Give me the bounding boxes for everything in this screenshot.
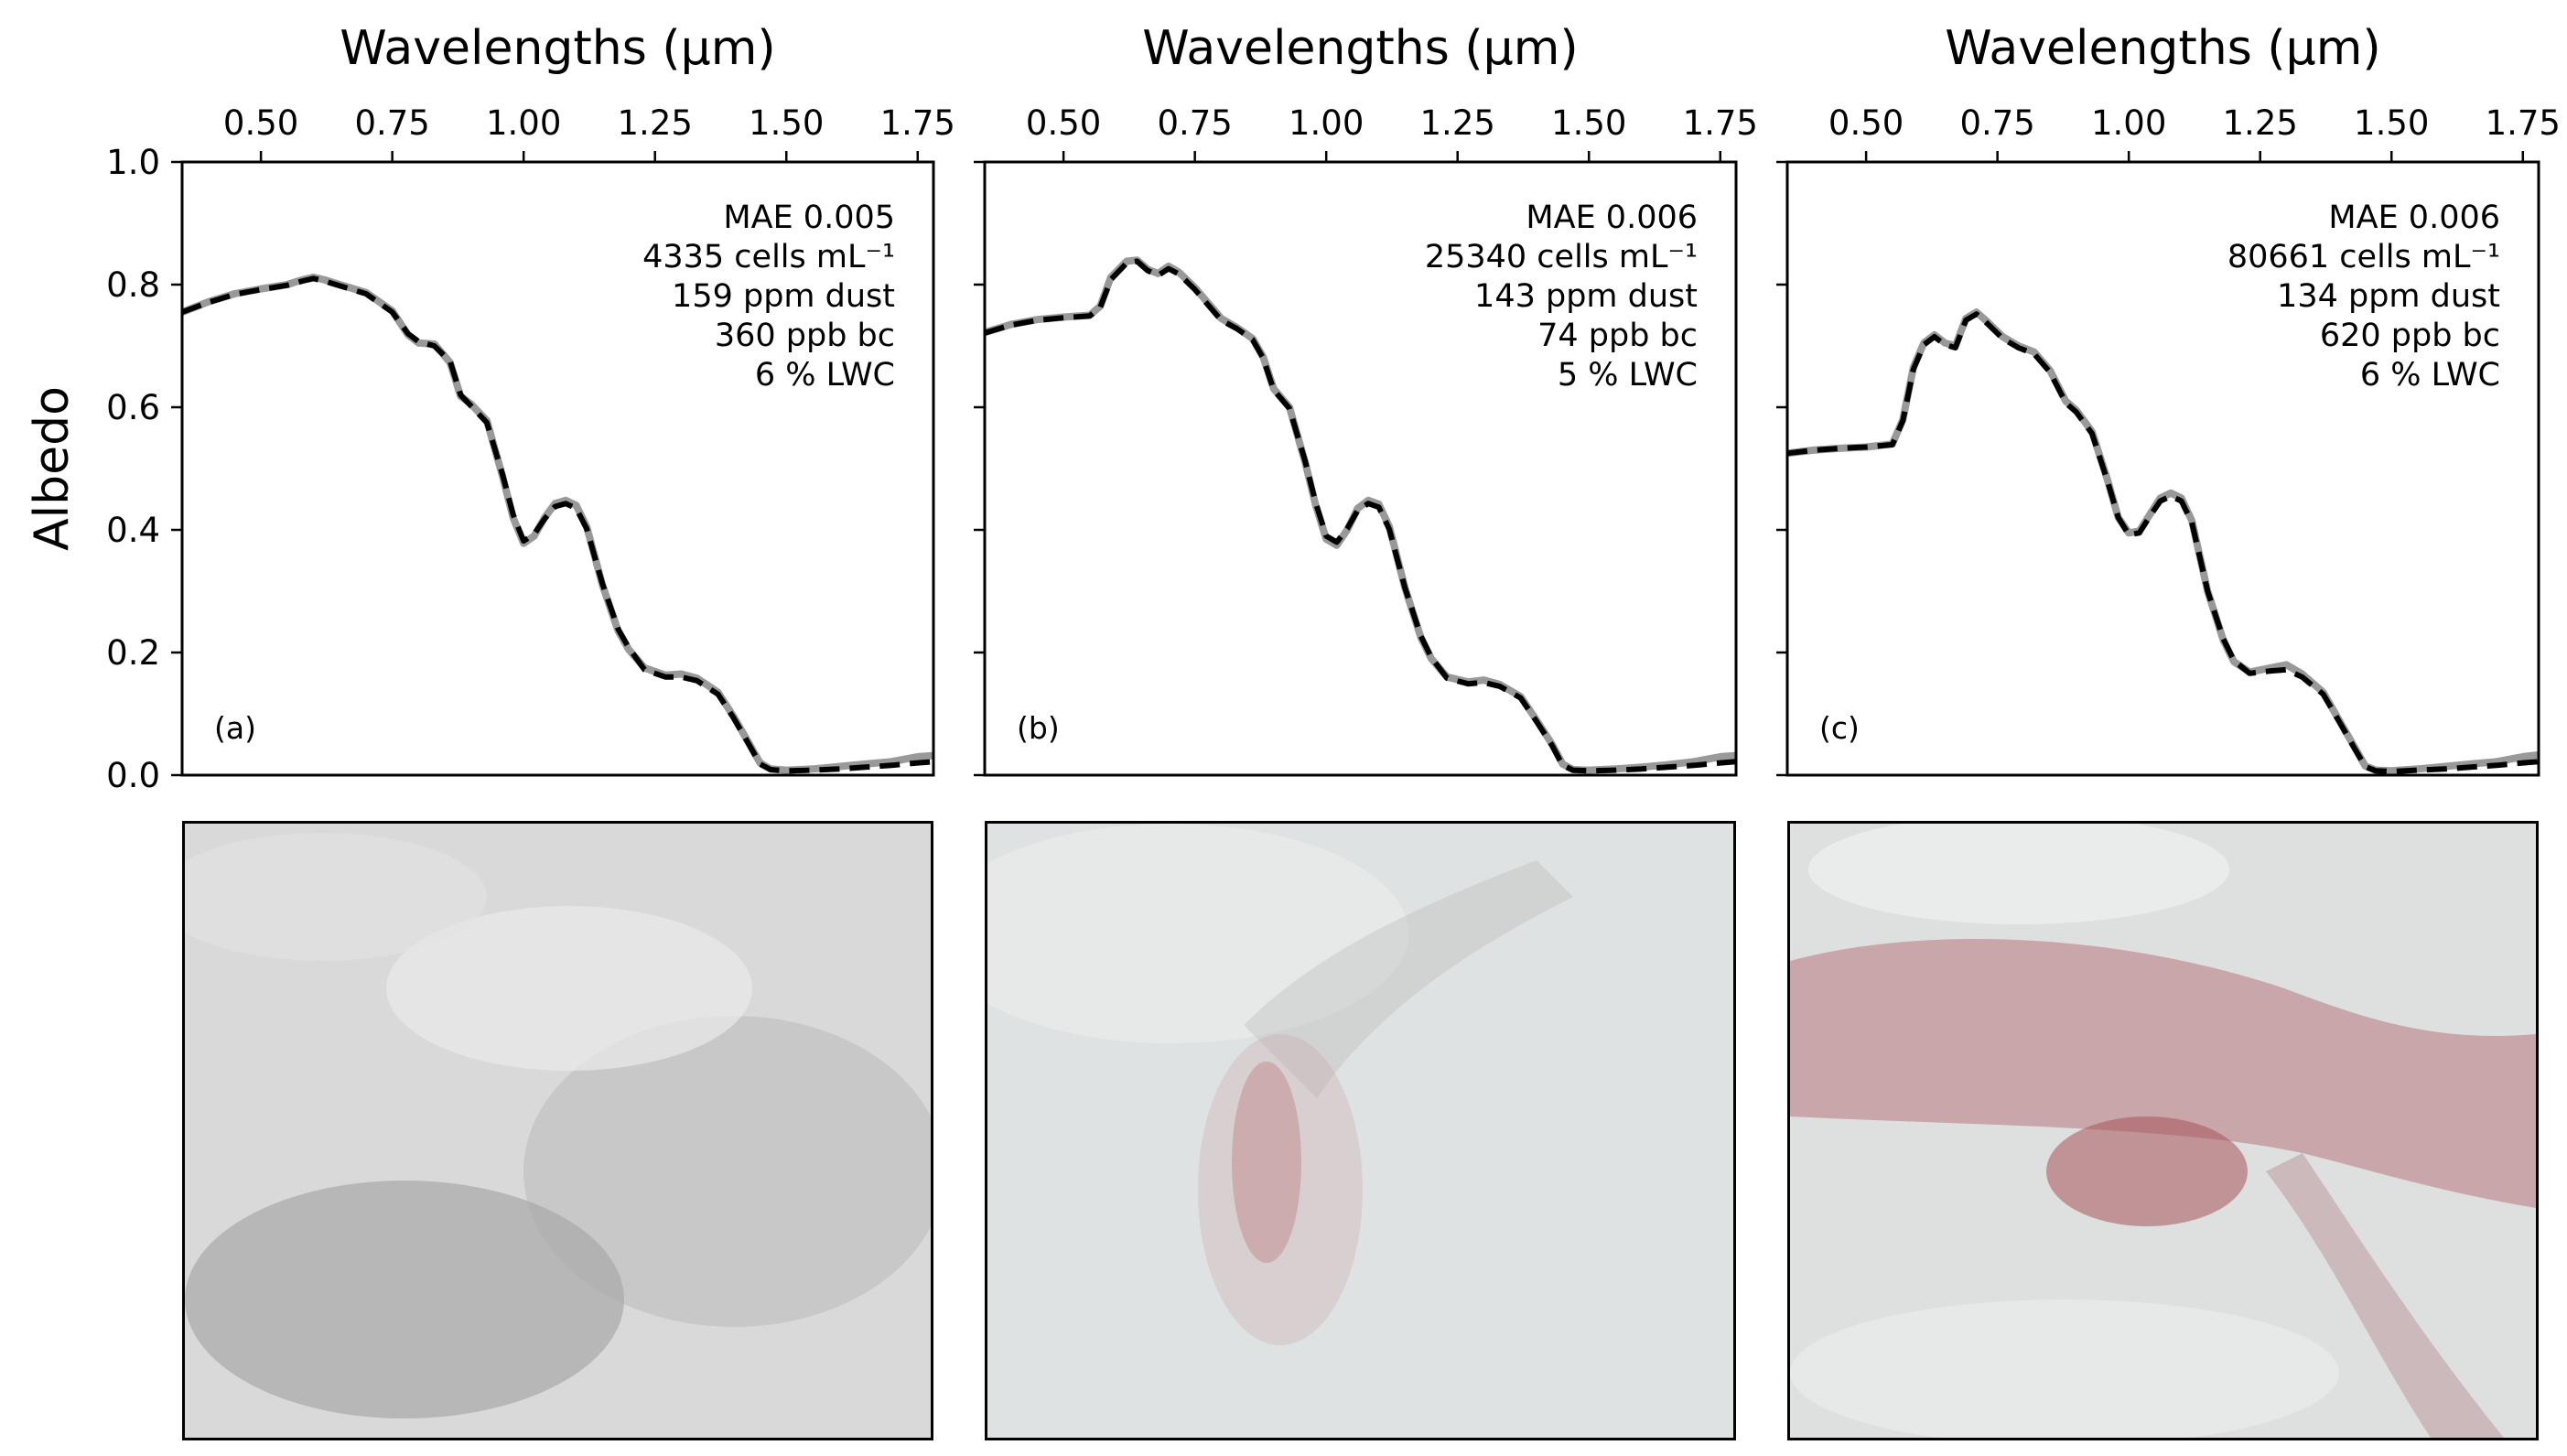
photo-b-highlight bbox=[987, 824, 1408, 1043]
annotation-c-4: 620 ppb bc bbox=[2320, 318, 2500, 354]
photo-c-algae-band bbox=[1790, 939, 2536, 1208]
y-tick-label-a: 0.2 bbox=[106, 633, 160, 673]
x-axis-title-a: Wavelengths (µm) bbox=[340, 21, 775, 76]
snow-photo-c-image bbox=[1790, 824, 2536, 1438]
y-tick-label-a: 0.6 bbox=[106, 388, 160, 427]
x-tick-label-b: 1.25 bbox=[1420, 103, 1495, 143]
panel-label-b: (b) bbox=[1017, 710, 1060, 746]
plot-frame-b bbox=[983, 160, 1738, 777]
annotation-b-5: 5 % LWC bbox=[1558, 357, 1698, 394]
y-axis-title: Albedo bbox=[25, 386, 80, 551]
snow-photo-a bbox=[182, 821, 933, 1440]
x-tick-label-b: 1.50 bbox=[1551, 103, 1626, 143]
x-tick-label-b: 0.50 bbox=[1026, 103, 1101, 143]
x-tick-label-c: 0.50 bbox=[1828, 103, 1904, 143]
photo-c-algae-tail bbox=[2266, 1153, 2504, 1438]
panel-label-a: (a) bbox=[214, 710, 256, 746]
photo-c-highlight bbox=[1808, 824, 2229, 924]
annotation-a-2: 4335 cells mL⁻¹ bbox=[642, 239, 895, 275]
photo-c-highlight-2 bbox=[1790, 1300, 2339, 1438]
x-tick-label-b: 0.75 bbox=[1157, 103, 1232, 143]
photo-b-algae-patch bbox=[1232, 1062, 1301, 1263]
y-tick-label-a: 0.8 bbox=[106, 265, 160, 305]
x-tick-label-c: 1.00 bbox=[2091, 103, 2166, 143]
snow-photo-a-image bbox=[185, 824, 931, 1438]
photo-b-dust-streak bbox=[1244, 860, 1573, 1098]
annotation-b-2: 25340 cells mL⁻¹ bbox=[1425, 239, 1698, 275]
x-tick-label-a: 0.75 bbox=[354, 103, 429, 143]
annotation-a-5: 6 % LWC bbox=[755, 357, 895, 394]
x-tick-label-a: 1.75 bbox=[880, 103, 955, 143]
photo-a-shadow-right bbox=[523, 1016, 931, 1327]
snow-photo-b bbox=[985, 821, 1736, 1440]
plot-frame-c bbox=[1785, 160, 2540, 777]
snow-photo-c bbox=[1787, 821, 2539, 1440]
snow-photo-b-image bbox=[987, 824, 1733, 1438]
x-tick-label-b: 1.00 bbox=[1289, 103, 1364, 143]
x-tick-label-c: 1.75 bbox=[2486, 103, 2561, 143]
annotation-b-1: MAE 0.006 bbox=[1526, 200, 1698, 236]
x-tick-label-c: 0.75 bbox=[1959, 103, 2034, 143]
x-tick-label-a: 0.50 bbox=[223, 103, 298, 143]
annotation-a-3: 159 ppm dust bbox=[672, 278, 895, 315]
series-line-b-modelled bbox=[984, 258, 1737, 774]
photo-b-algae-halo bbox=[1198, 1034, 1363, 1345]
x-tick-label-c: 1.50 bbox=[2354, 103, 2429, 143]
y-tick-label-a: 0.0 bbox=[106, 756, 160, 795]
x-tick-label-a: 1.00 bbox=[486, 103, 561, 143]
annotation-a-4: 360 ppb bc bbox=[715, 318, 895, 354]
x-axis-title-c: Wavelengths (µm) bbox=[1945, 21, 2380, 76]
photo-a-highlight-2 bbox=[185, 833, 487, 961]
photo-c-algae-core bbox=[2046, 1116, 2248, 1226]
annotation-c-2: 80661 cells mL⁻¹ bbox=[2227, 239, 2500, 275]
y-tick-label-a: 1.0 bbox=[106, 143, 160, 182]
x-tick-label-a: 1.25 bbox=[618, 103, 693, 143]
x-tick-label-a: 1.50 bbox=[749, 103, 824, 143]
x-tick-label-c: 1.25 bbox=[2223, 103, 2298, 143]
annotation-c-5: 6 % LWC bbox=[2360, 357, 2500, 394]
series-line-c-modelled bbox=[1786, 311, 2540, 774]
photo-a-highlight bbox=[386, 906, 752, 1071]
photo-a-shadow-lower bbox=[185, 1181, 624, 1418]
annotation-c-3: 134 ppm dust bbox=[2277, 278, 2500, 315]
panel-label-c: (c) bbox=[1819, 710, 1860, 746]
series-line-a-modelled bbox=[180, 275, 934, 774]
x-tick-label-b: 1.75 bbox=[1683, 103, 1758, 143]
annotation-a-1: MAE 0.005 bbox=[723, 200, 895, 236]
y-tick-label-a: 0.4 bbox=[106, 511, 160, 550]
annotation-c-1: MAE 0.006 bbox=[2328, 200, 2500, 236]
annotation-b-4: 74 ppb bc bbox=[1537, 318, 1698, 354]
annotation-b-3: 143 ppm dust bbox=[1474, 278, 1698, 315]
plot-frame-a bbox=[180, 160, 935, 777]
x-axis-title-b: Wavelengths (µm) bbox=[1142, 21, 1578, 76]
